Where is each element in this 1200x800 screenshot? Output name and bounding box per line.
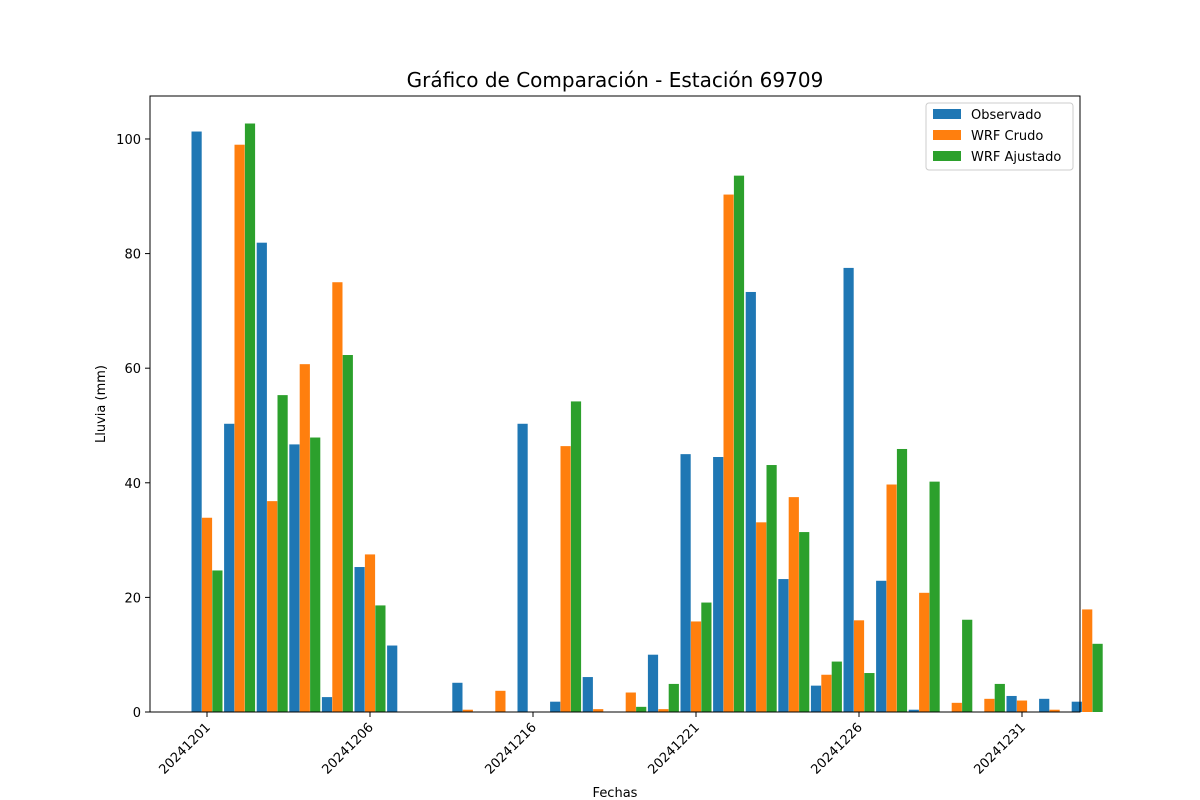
bar-wrf-crudo-23 — [951, 702, 962, 712]
bar-wrf-crudo-16 — [723, 194, 734, 712]
plot-frame — [149, 95, 1081, 713]
bar-wrf-crudo-24 — [984, 698, 995, 712]
bar-observado-14 — [647, 654, 659, 712]
bar-wrf-ajustado-17 — [766, 465, 777, 712]
x-axis: 20241201 20241206 20241216 20241221 20241226… — [156, 712, 1029, 778]
x-axis-label: Fechas — [593, 786, 638, 800]
bar-wrf-crudo-21 — [886, 484, 897, 712]
bar-wrf-crudo-17 — [756, 522, 767, 712]
bar-wrf-ajustado-23 — [962, 619, 973, 712]
bar-wrf-ajustado-5 — [375, 605, 386, 712]
bar-wrf-crudo-5 — [364, 554, 376, 712]
bar-wrf-ajustado-1 — [244, 123, 256, 712]
bar-wrf-crudo-8 — [462, 709, 473, 712]
bar-wrf-crudo-20 — [853, 620, 865, 712]
legend-box — [925, 102, 1074, 171]
y-tick-label: 60 — [124, 362, 141, 377]
bar-observado-15 — [680, 454, 691, 712]
legend-label-0: Observado — [971, 108, 1042, 123]
bar-wrf-ajustado-4 — [342, 355, 353, 712]
bar-wrf-ajustado-19 — [831, 661, 842, 712]
bar-wrf-crudo-19 — [821, 674, 832, 712]
y-tick-label: 100 — [116, 133, 141, 148]
bar-wrf-ajustado-15 — [701, 602, 712, 712]
bar-wrf-crudo-26 — [1049, 709, 1060, 712]
bar-wrf-crudo-27 — [1082, 609, 1093, 712]
bar-observado-5 — [354, 567, 365, 712]
bars-group — [191, 123, 1103, 712]
bar-wrf-crudo-9 — [495, 690, 506, 712]
bar-wrf-ajustado-24 — [994, 683, 1005, 712]
x-tick-label: 20241216 — [482, 720, 539, 777]
bar-wrf-ajustado-18 — [799, 532, 810, 712]
legend: Observado WRF Crudo WRF Ajustado — [925, 102, 1074, 171]
x-tick-label: 20241221 — [645, 720, 702, 777]
bar-wrf-ajustado-27 — [1092, 643, 1103, 712]
bar-wrf-ajustado-11 — [570, 401, 582, 712]
bar-wrf-crudo-15 — [690, 621, 702, 712]
legend-swatch-1 — [933, 130, 961, 140]
x-tick-label: 20241206 — [319, 720, 376, 777]
bar-wrf-ajustado-0 — [212, 570, 223, 712]
legend-label-2: WRF Ajustado — [971, 150, 1061, 165]
bar-observado-3 — [289, 444, 300, 712]
bar-observado-19 — [810, 685, 822, 712]
bar-wrf-crudo-12 — [593, 709, 604, 712]
bar-observado-0 — [191, 131, 202, 712]
bar-wrf-ajustado-2 — [277, 395, 288, 712]
legend-label-1: WRF Crudo — [971, 129, 1043, 144]
bar-observado-17 — [745, 291, 756, 712]
bar-observado-6 — [387, 645, 398, 712]
bar-wrf-crudo-2 — [267, 501, 278, 712]
bar-wrf-crudo-13 — [625, 692, 636, 712]
bar-observado-21 — [876, 580, 887, 712]
bar-wrf-crudo-4 — [332, 282, 343, 712]
bar-observado-16 — [713, 457, 724, 712]
bar-wrf-crudo-11 — [560, 446, 571, 712]
bar-wrf-crudo-0 — [201, 517, 213, 712]
bar-wrf-ajustado-21 — [896, 448, 908, 712]
legend-swatch-0 — [933, 109, 961, 119]
bar-wrf-ajustado-13 — [636, 706, 647, 712]
bar-observado-26 — [1039, 698, 1050, 712]
bar-wrf-crudo-3 — [299, 364, 310, 712]
bar-observado-20 — [843, 267, 854, 712]
legend-swatch-2 — [933, 151, 961, 161]
y-tick-label: 20 — [124, 591, 141, 606]
bar-wrf-ajustado-14 — [668, 683, 679, 712]
x-tick-label: 20241201 — [156, 720, 213, 777]
bar-observado-4 — [321, 697, 333, 712]
bar-observado-18 — [778, 579, 789, 712]
bar-wrf-crudo-1 — [234, 144, 245, 712]
y-axis-label: Lluvia (mm) — [94, 365, 109, 443]
chart-title: Gráfico de Comparación - Estación 69709 — [407, 68, 824, 92]
bar-observado-10 — [517, 423, 528, 712]
bar-wrf-ajustado-20 — [864, 673, 875, 712]
bar-observado-25 — [1006, 695, 1017, 712]
bar-wrf-crudo-14 — [658, 709, 669, 712]
bar-observado-12 — [582, 677, 593, 712]
bar-observado-27 — [1071, 701, 1082, 712]
x-tick-label: 20241231 — [971, 720, 1028, 777]
y-tick-label: 80 — [124, 248, 141, 263]
y-tick-label: 0 — [133, 706, 141, 721]
bar-observado-22 — [908, 709, 919, 712]
bar-wrf-ajustado-22 — [929, 481, 940, 712]
bar-wrf-crudo-22 — [919, 592, 930, 712]
y-axis: 0 20 40 60 80 100 — [116, 133, 150, 721]
bar-wrf-crudo-25 — [1016, 700, 1028, 712]
bar-observado-11 — [550, 701, 561, 712]
bar-observado-8 — [452, 682, 463, 712]
y-tick-label: 40 — [124, 477, 141, 492]
bar-wrf-ajustado-16 — [733, 175, 745, 712]
x-tick-label: 20241226 — [808, 720, 865, 777]
bar-wrf-ajustado-3 — [310, 437, 321, 712]
bar-observado-2 — [256, 242, 267, 712]
bar-wrf-crudo-18 — [788, 497, 799, 712]
bar-observado-1 — [224, 423, 235, 712]
